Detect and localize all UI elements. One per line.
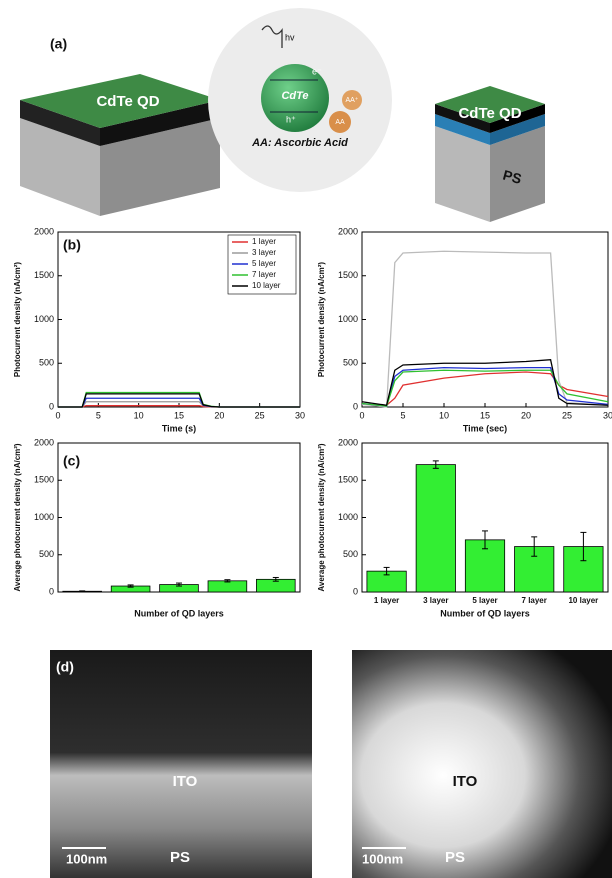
figure: CdTe QD hv CdTe e⁻ h⁺ AA⁺ AA AA: Ascorbi… [0,0,612,878]
y-tick-label: 500 [343,358,358,368]
error-bar [79,591,85,592]
x-tick-label: 20 [214,410,224,420]
cube-label: CdTe QD [458,105,521,122]
caption: AA: Ascorbic Acid [251,137,348,149]
cube-label: CdTe QD [96,93,159,110]
y-axis-label: Average photocurrent density (nA/cm²) [317,443,326,592]
x-tick-label: 0 [55,410,60,420]
substrate-label: PS [170,849,190,866]
legend-label: 3 layer [252,248,276,257]
x-tick-label: 25 [255,410,265,420]
micrograph: (d) ITO PS 100nm [50,650,312,878]
plot-frame [58,443,300,592]
x-tick-label: 5 [400,410,405,420]
x-tick-label: 30 [295,410,305,420]
x-axis-label: Time (sec) [463,423,507,433]
scale-label: 100nm [362,851,403,866]
x-axis-label: Time (s) [162,423,196,433]
y-tick-label: 500 [343,549,358,559]
x-axis-label: Number of QD layers [134,608,224,618]
micrograph-image [50,650,312,878]
illustration: CdTe QD hv CdTe e⁻ h⁺ AA⁺ AA AA: Ascorbi… [20,8,545,222]
y-tick-label: 0 [49,401,54,411]
x-tick-label: 1 layer [374,596,399,605]
x-tick-label: 20 [521,410,531,420]
y-tick-label: 1000 [34,512,54,522]
panel-label: (c) [63,453,80,469]
layer-label: ITO [173,773,198,790]
y-tick-label: 0 [353,586,358,596]
x-tick-label: 5 layer [472,596,497,605]
bar [416,465,455,592]
y-tick-label: 1500 [34,270,54,280]
x-tick-label: 15 [480,410,490,420]
y-tick-label: 1500 [338,475,358,485]
legend-label: 7 layer [252,270,276,279]
x-tick-label: 5 [96,410,101,420]
x-tick-label: 10 [439,410,449,420]
layer-label: ITO [453,773,478,790]
y-tick-label: 0 [353,401,358,411]
y-tick-label: 500 [39,549,54,559]
aa-label: AA [335,119,345,126]
micrograph-image [352,650,612,878]
scale-label: 100nm [66,851,107,866]
legend-label: 1 layer [252,237,276,246]
x-tick-label: 10 [134,410,144,420]
electron-label: e⁻ [312,66,322,76]
y-tick-label: 1000 [338,314,358,324]
x-tick-label: 15 [174,410,184,420]
line-series [362,360,608,406]
y-tick-label: 1500 [34,475,54,485]
legend-label: 5 layer [252,259,276,268]
aa-ox-label: AA⁺ [345,97,358,104]
y-tick-label: 2000 [338,437,358,447]
legend-label: 10 layer [252,281,281,290]
substrate-label: PS [445,849,465,866]
y-tick-label: 2000 [34,437,54,447]
hole-label: h⁺ [286,114,296,124]
x-tick-label: 0 [359,410,364,420]
panel-label: (a) [50,36,67,52]
micrograph: ITO PS 100nm [352,650,612,878]
y-axis-label: Average photocurrent density (nA/cm²) [13,443,22,592]
y-tick-label: 1000 [338,512,358,522]
x-tick-label: 7 layer [522,596,547,605]
y-tick-label: 0 [49,586,54,596]
y-axis-label: Photocurrent density (nA/cm²) [317,262,326,377]
x-tick-label: 30 [603,410,612,420]
y-tick-label: 500 [39,358,54,368]
line-series [362,251,608,407]
y-tick-label: 1500 [338,270,358,280]
photon-label: hv [285,32,295,42]
x-tick-label: 25 [562,410,572,420]
y-tick-label: 2000 [338,226,358,236]
panel-label: (d) [56,659,74,675]
y-tick-label: 1000 [34,314,54,324]
x-tick-label: 3 layer [423,596,448,605]
y-axis-label: Photocurrent density (nA/cm²) [13,262,22,377]
x-axis-label: Number of QD layers [440,608,530,618]
bar [208,581,247,592]
y-tick-label: 2000 [34,226,54,236]
x-tick-label: 10 layer [568,596,598,605]
qd-label: CdTe [281,90,308,102]
panel-label: (b) [63,237,81,253]
